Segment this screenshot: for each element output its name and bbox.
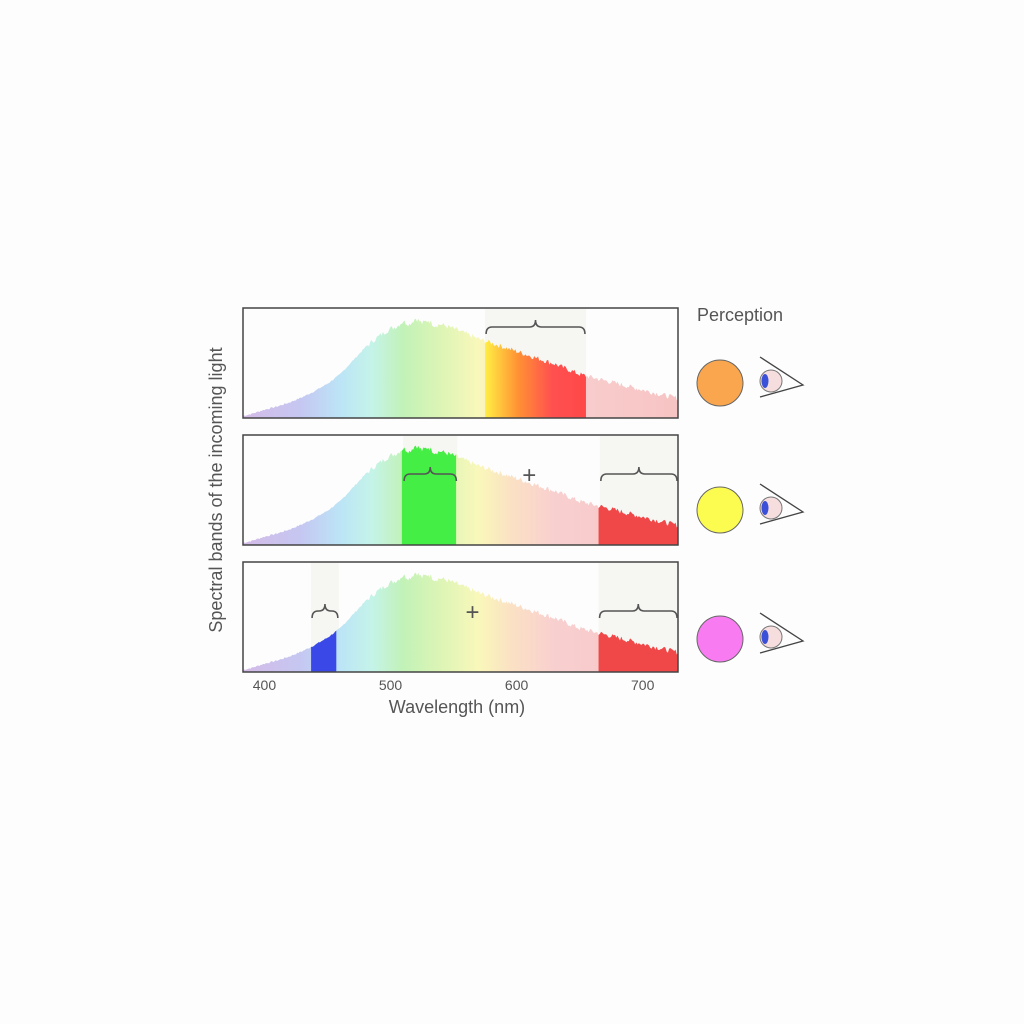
highlighted-band (401, 445, 457, 545)
eye-icon (759, 483, 805, 525)
panel-border (242, 561, 679, 673)
band-brace (485, 319, 586, 335)
plus-sign: + (522, 462, 536, 489)
plus-sign: + (465, 599, 479, 626)
band-brace (403, 466, 458, 482)
panel-border (242, 434, 679, 546)
x-tick-label: 400 (253, 677, 277, 693)
x-axis-ticks: 400 500 600 700 (253, 677, 655, 693)
x-tick-label: 500 (379, 677, 403, 693)
spectrum-panel-2: + (242, 434, 679, 546)
perception-label: Perception (697, 305, 783, 325)
spectrum-panel-1 (242, 307, 679, 419)
panel-border (242, 307, 679, 419)
x-axis-label: Wavelength (nm) (389, 697, 525, 717)
x-tick-label: 600 (505, 677, 529, 693)
band-brace (311, 603, 339, 619)
band-brace (598, 603, 678, 619)
perceived-color-swatch (696, 486, 744, 534)
eye-icon (759, 356, 805, 398)
eye-icon (759, 612, 805, 654)
spectrum-curve (243, 445, 678, 545)
perception-column (696, 356, 805, 663)
perceived-color-swatch (696, 359, 744, 407)
spectrum-curve (243, 572, 678, 672)
spectrum-panel-3: + (242, 561, 679, 673)
y-axis-label: Spectral bands of the incoming light (206, 347, 226, 632)
perceived-color-swatch (696, 615, 744, 663)
band-brace (600, 466, 678, 482)
x-tick-label: 700 (631, 677, 655, 693)
